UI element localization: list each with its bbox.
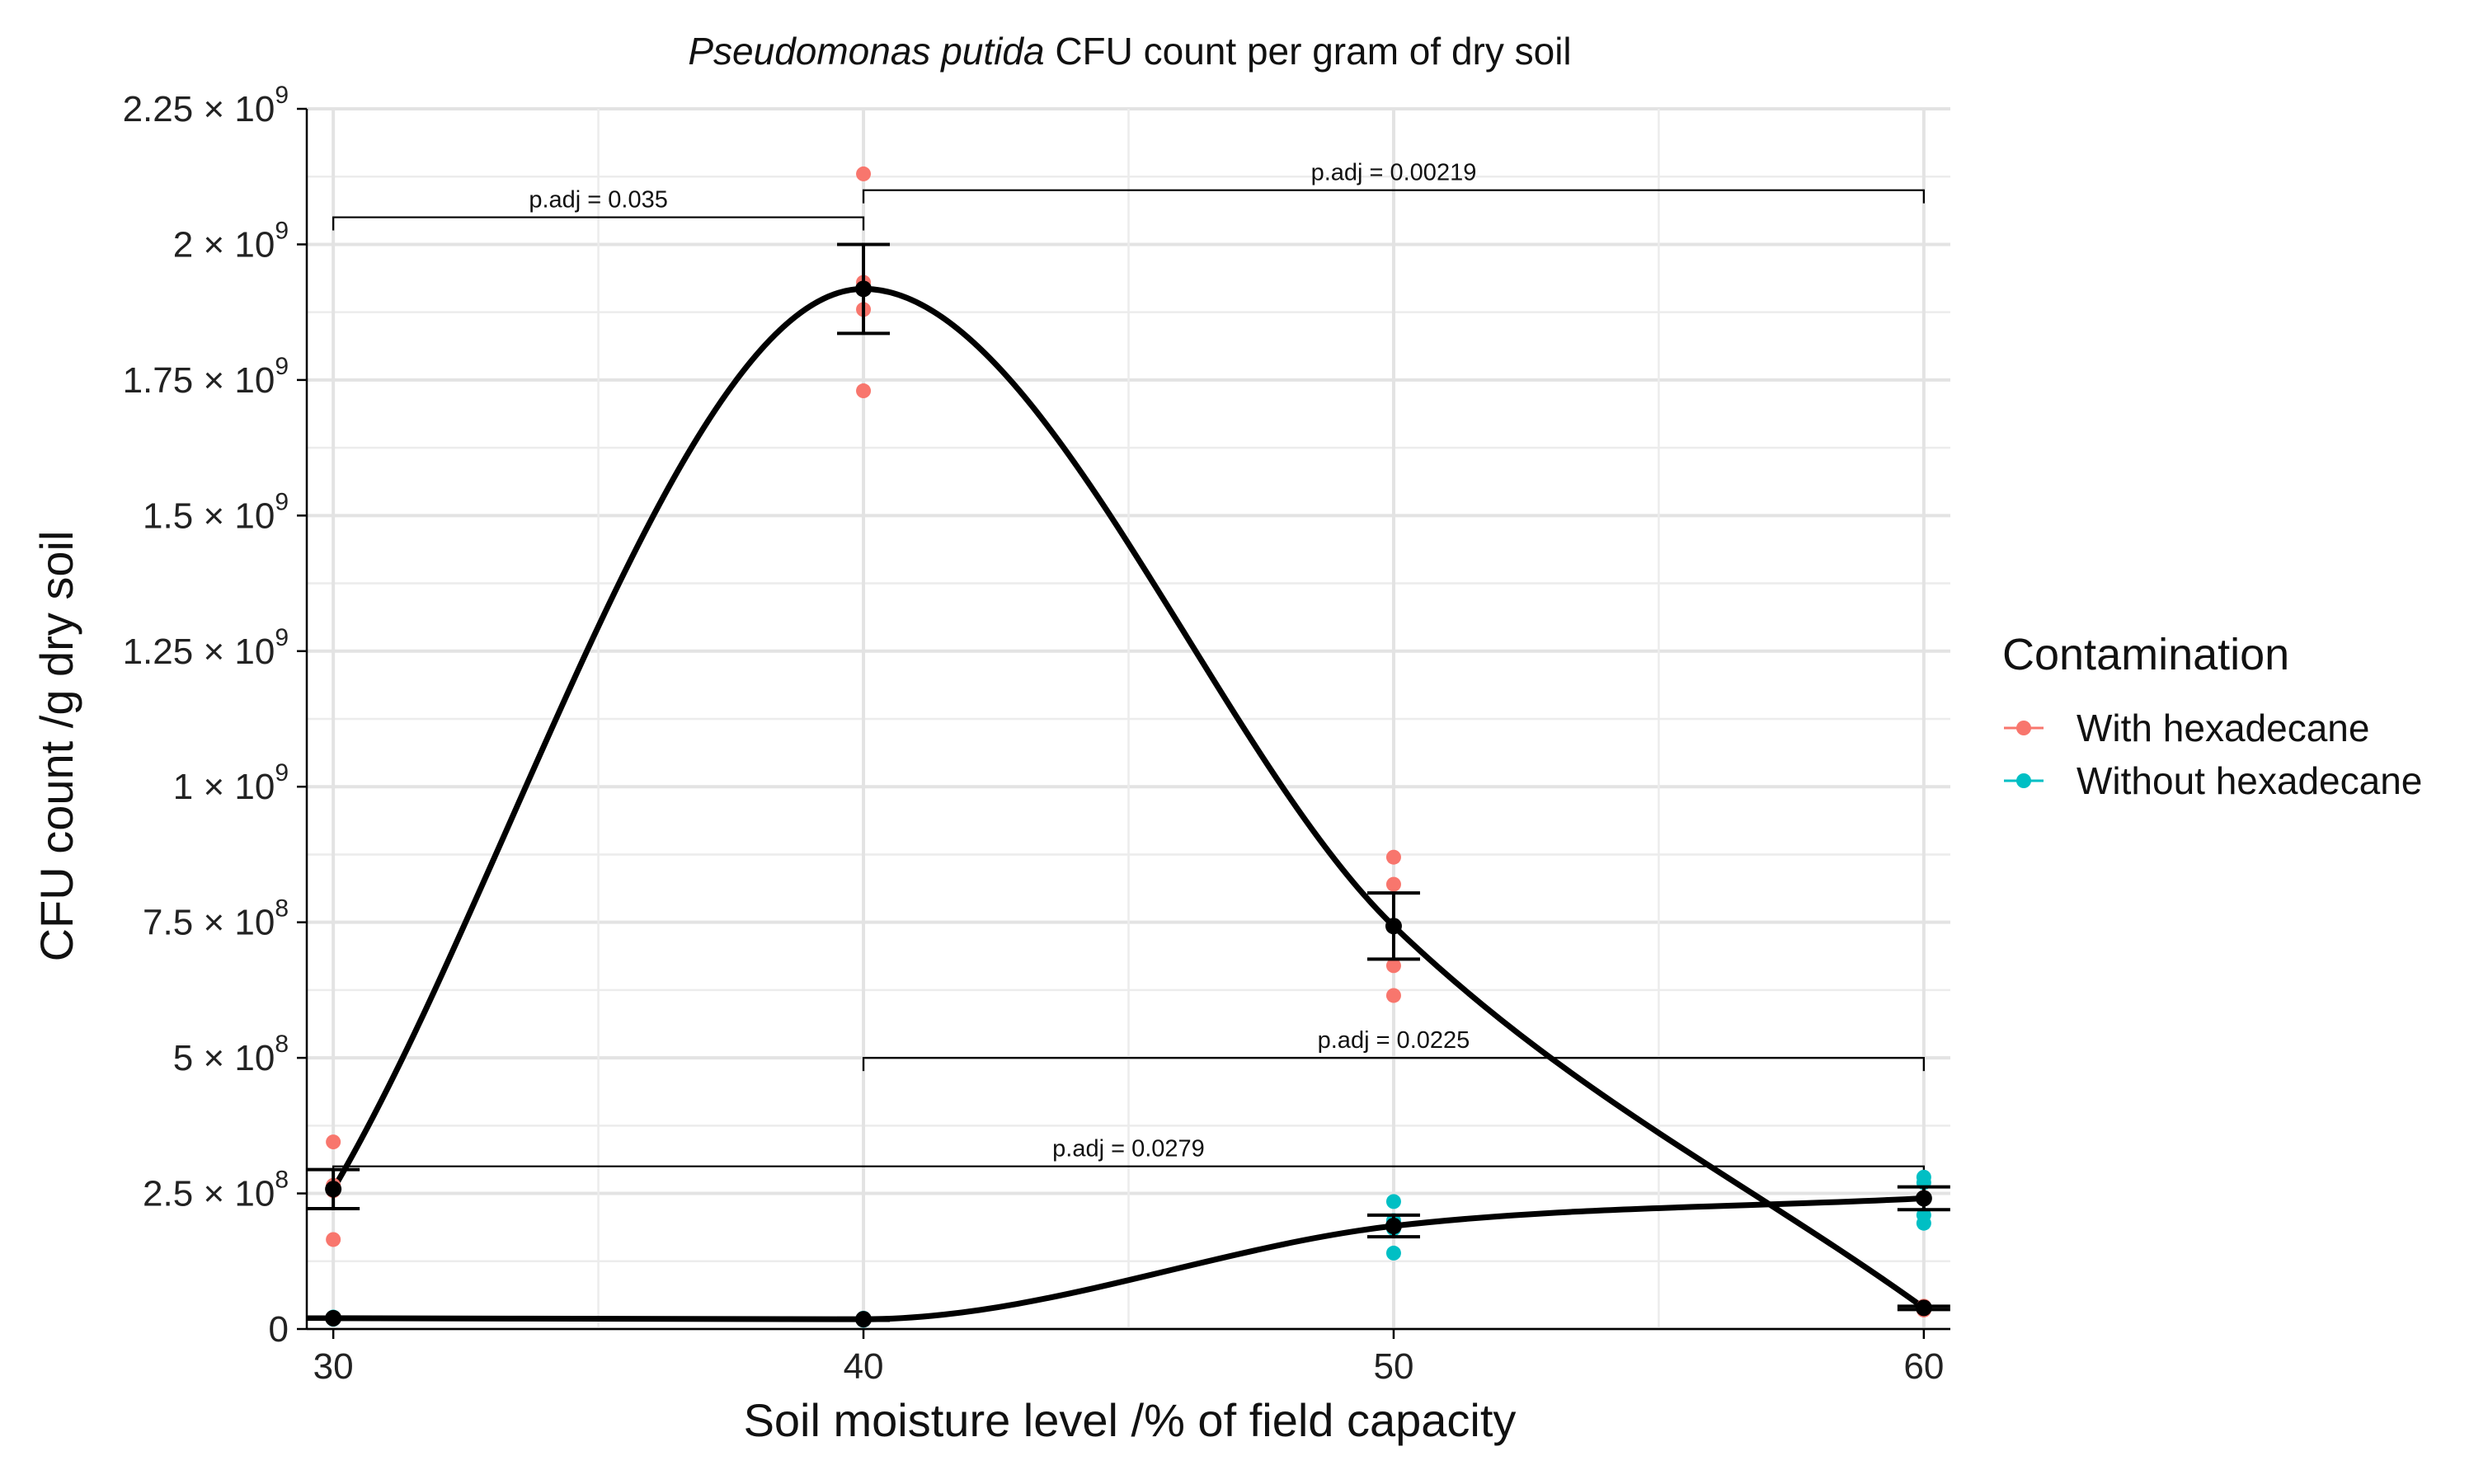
y-tick-exponent: 9 xyxy=(275,759,289,787)
y-tick-label: 1.75 × 109 xyxy=(123,353,289,401)
p-value-label: p.adj = 0.00219 xyxy=(1311,160,1477,186)
data-point xyxy=(856,383,872,399)
mean-point xyxy=(1385,1218,1402,1235)
y-tick-label: 5 × 108 xyxy=(173,1031,289,1078)
legend-label: Without hexadecane xyxy=(2077,759,2422,802)
mean-point xyxy=(855,1311,872,1328)
y-tick-mantissa: 1.75 × 10 xyxy=(123,360,275,401)
y-tick-label: 2 × 109 xyxy=(173,217,289,265)
x-tick-label: 40 xyxy=(844,1346,884,1387)
data-point xyxy=(1385,849,1401,865)
y-tick-label: 1.25 × 109 xyxy=(123,624,289,672)
x-tick-label: 50 xyxy=(1373,1346,1413,1387)
y-tick-exponent: 8 xyxy=(275,895,289,923)
p-value-label: p.adj = 0.0225 xyxy=(1318,1027,1470,1054)
y-tick-exponent: 9 xyxy=(275,488,289,515)
mean-point xyxy=(1385,918,1402,935)
y-tick-mantissa: 7.5 × 10 xyxy=(143,903,275,943)
error-bars xyxy=(307,242,1950,1328)
data-point xyxy=(1385,958,1401,974)
y-tick-mantissa: 0 xyxy=(269,1309,289,1350)
y-tick-mantissa: 2.25 × 10 xyxy=(123,89,275,129)
mean-point xyxy=(1915,1190,1932,1207)
significance-bracket xyxy=(862,189,1925,204)
y-tick-exponent: 9 xyxy=(275,217,289,244)
mean-point xyxy=(1915,1299,1932,1317)
y-tick-label: 2.25 × 109 xyxy=(123,82,289,129)
data-point xyxy=(856,166,872,181)
chart-title: Pseudomonas putida CFU count per gram of… xyxy=(688,30,1571,73)
y-tick-mantissa: 2.5 × 10 xyxy=(143,1174,275,1214)
data-point xyxy=(326,1232,341,1247)
plot-grid xyxy=(307,107,1950,1331)
mean-point xyxy=(325,1181,342,1198)
y-tick-label: 7.5 × 108 xyxy=(143,895,289,943)
y-tick-label: 2.5 × 108 xyxy=(143,1167,289,1214)
y-tick-mantissa: 1.5 × 10 xyxy=(143,495,275,536)
legend-key-dot xyxy=(2016,773,2031,788)
y-tick-exponent: 8 xyxy=(275,1031,289,1058)
data-point xyxy=(1385,876,1401,892)
x-tick-label: 30 xyxy=(313,1346,354,1387)
data-point xyxy=(326,1134,341,1150)
mean-point xyxy=(855,280,872,298)
trend-line-series-0 xyxy=(331,285,1926,1311)
legend: Contamination With hexadecane Without hex… xyxy=(2002,630,2422,802)
data-point xyxy=(1385,1245,1401,1261)
y-tick-exponent: 9 xyxy=(275,624,289,651)
trend-line-series-1 xyxy=(333,1195,1925,1322)
legend-key-dot xyxy=(2016,721,2031,735)
data-point xyxy=(1385,1194,1401,1209)
y-tick-exponent: 9 xyxy=(275,353,289,380)
x-tick-label: 60 xyxy=(1903,1346,1944,1387)
p-value-label: p.adj = 0.0279 xyxy=(1052,1136,1205,1162)
data-point xyxy=(1916,1215,1931,1231)
y-tick-mantissa: 1 × 10 xyxy=(173,767,275,807)
y-tick-label: 0 xyxy=(269,1309,289,1350)
data-point xyxy=(1385,988,1401,1003)
x-axis-title: Soil moisture level /% of field capacity xyxy=(744,1394,1517,1446)
y-tick-mantissa: 5 × 10 xyxy=(173,1038,275,1078)
y-tick-mantissa: 2 × 10 xyxy=(173,224,275,265)
mean-point xyxy=(325,1309,342,1327)
y-tick-exponent: 9 xyxy=(275,82,289,109)
legend-label: With hexadecane xyxy=(2077,707,2369,749)
y-axis-title: CFU count /g dry soil xyxy=(31,531,82,962)
y-tick-label: 1.5 × 109 xyxy=(143,488,289,536)
y-tick-label: 1 × 109 xyxy=(173,759,289,807)
y-tick-exponent: 8 xyxy=(275,1167,289,1194)
significance-bracket xyxy=(332,216,865,231)
y-tick-mantissa: 1.25 × 10 xyxy=(123,632,275,672)
p-value-label: p.adj = 0.035 xyxy=(529,187,668,214)
title-italic: Pseudomonas putida xyxy=(688,30,1044,73)
legend-title: Contamination xyxy=(2002,630,2289,679)
title-rest: CFU count per gram of dry soil xyxy=(1045,30,1572,73)
trend-lines xyxy=(331,285,1926,1322)
significance-bracket xyxy=(862,1057,1925,1072)
